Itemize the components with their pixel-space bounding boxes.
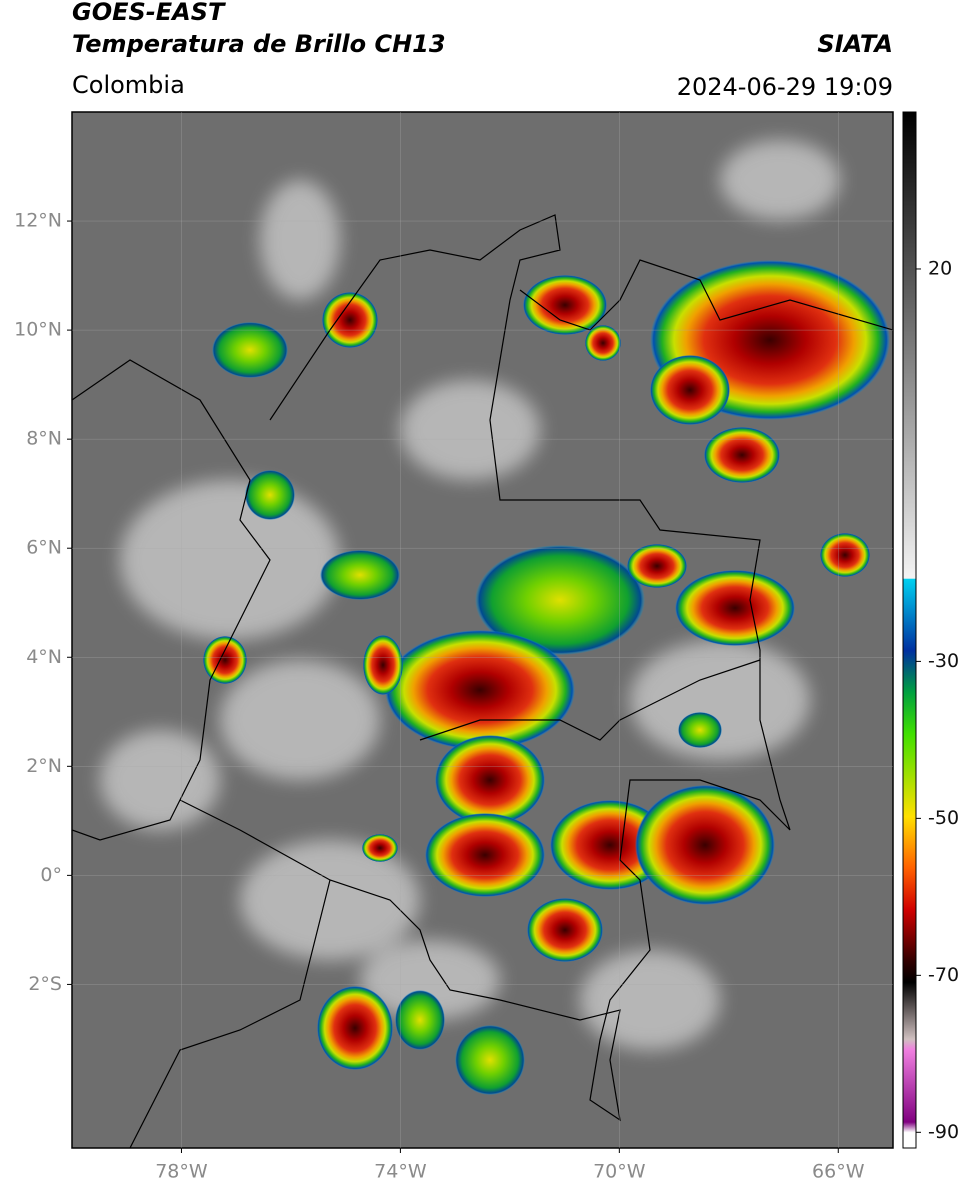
colorbar-label: -70 [928,964,959,986]
lat-label: 2°S [28,973,62,995]
colorbar-label: 20 [928,257,952,279]
satellite-title: GOES-EAST [72,0,226,26]
product-title: Temperatura de Brillo CH13 [72,30,446,58]
lat-label: 8°N [26,428,62,450]
map-frame [71,111,894,1149]
lat-label: 4°N [26,646,62,668]
lat-label: 2°N [26,755,62,777]
region: Colombia [72,71,185,99]
colorbar-label: -30 [928,650,959,672]
lat-label: 6°N [26,537,62,559]
colorbar-label: -90 [928,1121,959,1143]
colorbar-label: -50 [928,807,959,829]
lat-label: 10°N [14,319,62,341]
lon-label: 66°W [812,1161,865,1183]
source: SIATA [817,30,893,58]
lon-label: 70°W [593,1161,646,1183]
satellite-image [72,112,893,1148]
colorbar [902,111,917,1149]
lon-label: 74°W [374,1161,427,1183]
lat-label: 0° [40,864,62,886]
timestamp: 2024-06-29 19:09 [677,73,893,101]
lat-label: 12°N [14,210,62,232]
lon-label: 78°W [155,1161,208,1183]
